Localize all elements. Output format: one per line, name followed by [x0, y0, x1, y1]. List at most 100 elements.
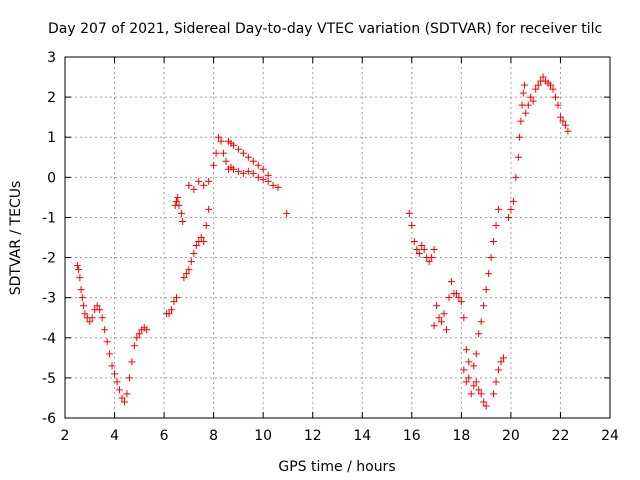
data-point	[460, 314, 468, 322]
data-point	[482, 402, 490, 410]
data-point	[108, 362, 116, 370]
data-point	[120, 398, 128, 406]
data-point	[205, 205, 213, 213]
grid	[65, 57, 610, 418]
data-point	[195, 177, 203, 185]
data-point	[80, 302, 88, 310]
x-tick-label: 6	[160, 428, 169, 444]
data-point	[547, 81, 555, 89]
data-point	[482, 286, 490, 294]
x-tick-label: 10	[254, 428, 272, 444]
data-point	[462, 378, 470, 386]
y-tick-label: 2	[47, 90, 56, 106]
data-point	[512, 173, 520, 181]
data-point	[205, 177, 213, 185]
data-point	[200, 238, 208, 246]
data-point	[516, 133, 524, 141]
data-point	[452, 290, 460, 298]
x-tick-label: 2	[61, 428, 70, 444]
data-point	[518, 101, 526, 109]
data-point	[244, 167, 252, 175]
data-point	[118, 394, 126, 402]
data-point	[549, 85, 557, 93]
data-point	[175, 201, 183, 209]
data-point	[254, 173, 262, 181]
data-point	[504, 213, 512, 221]
data-point	[425, 258, 433, 266]
data-point	[495, 205, 503, 213]
data-point	[492, 221, 500, 229]
data-point	[172, 294, 180, 302]
chart-title: Day 207 of 2021, Sidereal Day-to-day VTE…	[48, 21, 602, 37]
data-point	[76, 274, 84, 282]
data-point	[440, 310, 448, 318]
data-point	[165, 310, 173, 318]
data-point	[465, 374, 473, 382]
data-point	[467, 390, 475, 398]
y-tick-label: -6	[42, 411, 56, 427]
data-point	[413, 246, 421, 254]
data-point	[78, 294, 86, 302]
data-point	[457, 298, 465, 306]
data-point	[98, 314, 106, 322]
data-point	[254, 161, 262, 169]
data-points	[73, 73, 572, 410]
x-tick-label: 24	[601, 428, 619, 444]
data-point	[101, 326, 109, 334]
data-point	[438, 318, 446, 326]
data-point	[430, 322, 438, 330]
data-point	[470, 382, 478, 390]
data-point	[259, 175, 267, 183]
data-point	[185, 181, 193, 189]
x-tick-label: 16	[403, 428, 421, 444]
data-point	[428, 254, 436, 262]
data-point	[443, 326, 450, 334]
data-point	[202, 221, 210, 229]
data-point	[487, 254, 495, 262]
data-point	[106, 350, 114, 358]
data-point	[217, 137, 225, 145]
data-point	[495, 366, 503, 374]
data-point	[529, 97, 537, 105]
data-point	[497, 358, 505, 366]
data-point	[182, 270, 190, 278]
data-point	[485, 270, 493, 278]
data-point	[559, 117, 567, 125]
data-point	[234, 167, 242, 175]
data-point	[405, 209, 413, 217]
data-point	[539, 73, 547, 81]
x-tick-label: 12	[304, 428, 322, 444]
x-tick-label: 4	[110, 428, 119, 444]
data-point	[499, 354, 507, 362]
data-point	[177, 209, 185, 217]
data-point	[472, 378, 480, 386]
data-point	[519, 89, 527, 97]
x-tick-label: 18	[452, 428, 470, 444]
data-point	[492, 378, 500, 386]
data-point	[229, 165, 237, 173]
data-point	[168, 306, 176, 314]
data-point	[113, 378, 121, 386]
y-tick-label: -2	[42, 251, 56, 267]
data-point	[143, 326, 151, 334]
data-point	[532, 85, 540, 93]
data-point	[477, 318, 485, 326]
x-tick-label: 14	[353, 428, 371, 444]
data-point	[264, 177, 272, 185]
data-point	[249, 169, 257, 177]
data-point	[480, 398, 488, 406]
data-point	[490, 238, 498, 246]
data-point	[116, 386, 123, 394]
data-point	[475, 386, 483, 394]
y-axis-label: SDTVAR / TECUs	[8, 181, 24, 296]
data-point	[564, 127, 572, 135]
data-point	[125, 374, 133, 382]
data-point	[210, 161, 218, 169]
data-point	[554, 101, 562, 109]
data-point	[244, 153, 252, 161]
data-point	[470, 362, 478, 370]
y-tick-label: -1	[42, 210, 56, 226]
data-point	[509, 197, 517, 205]
data-point	[172, 197, 180, 205]
